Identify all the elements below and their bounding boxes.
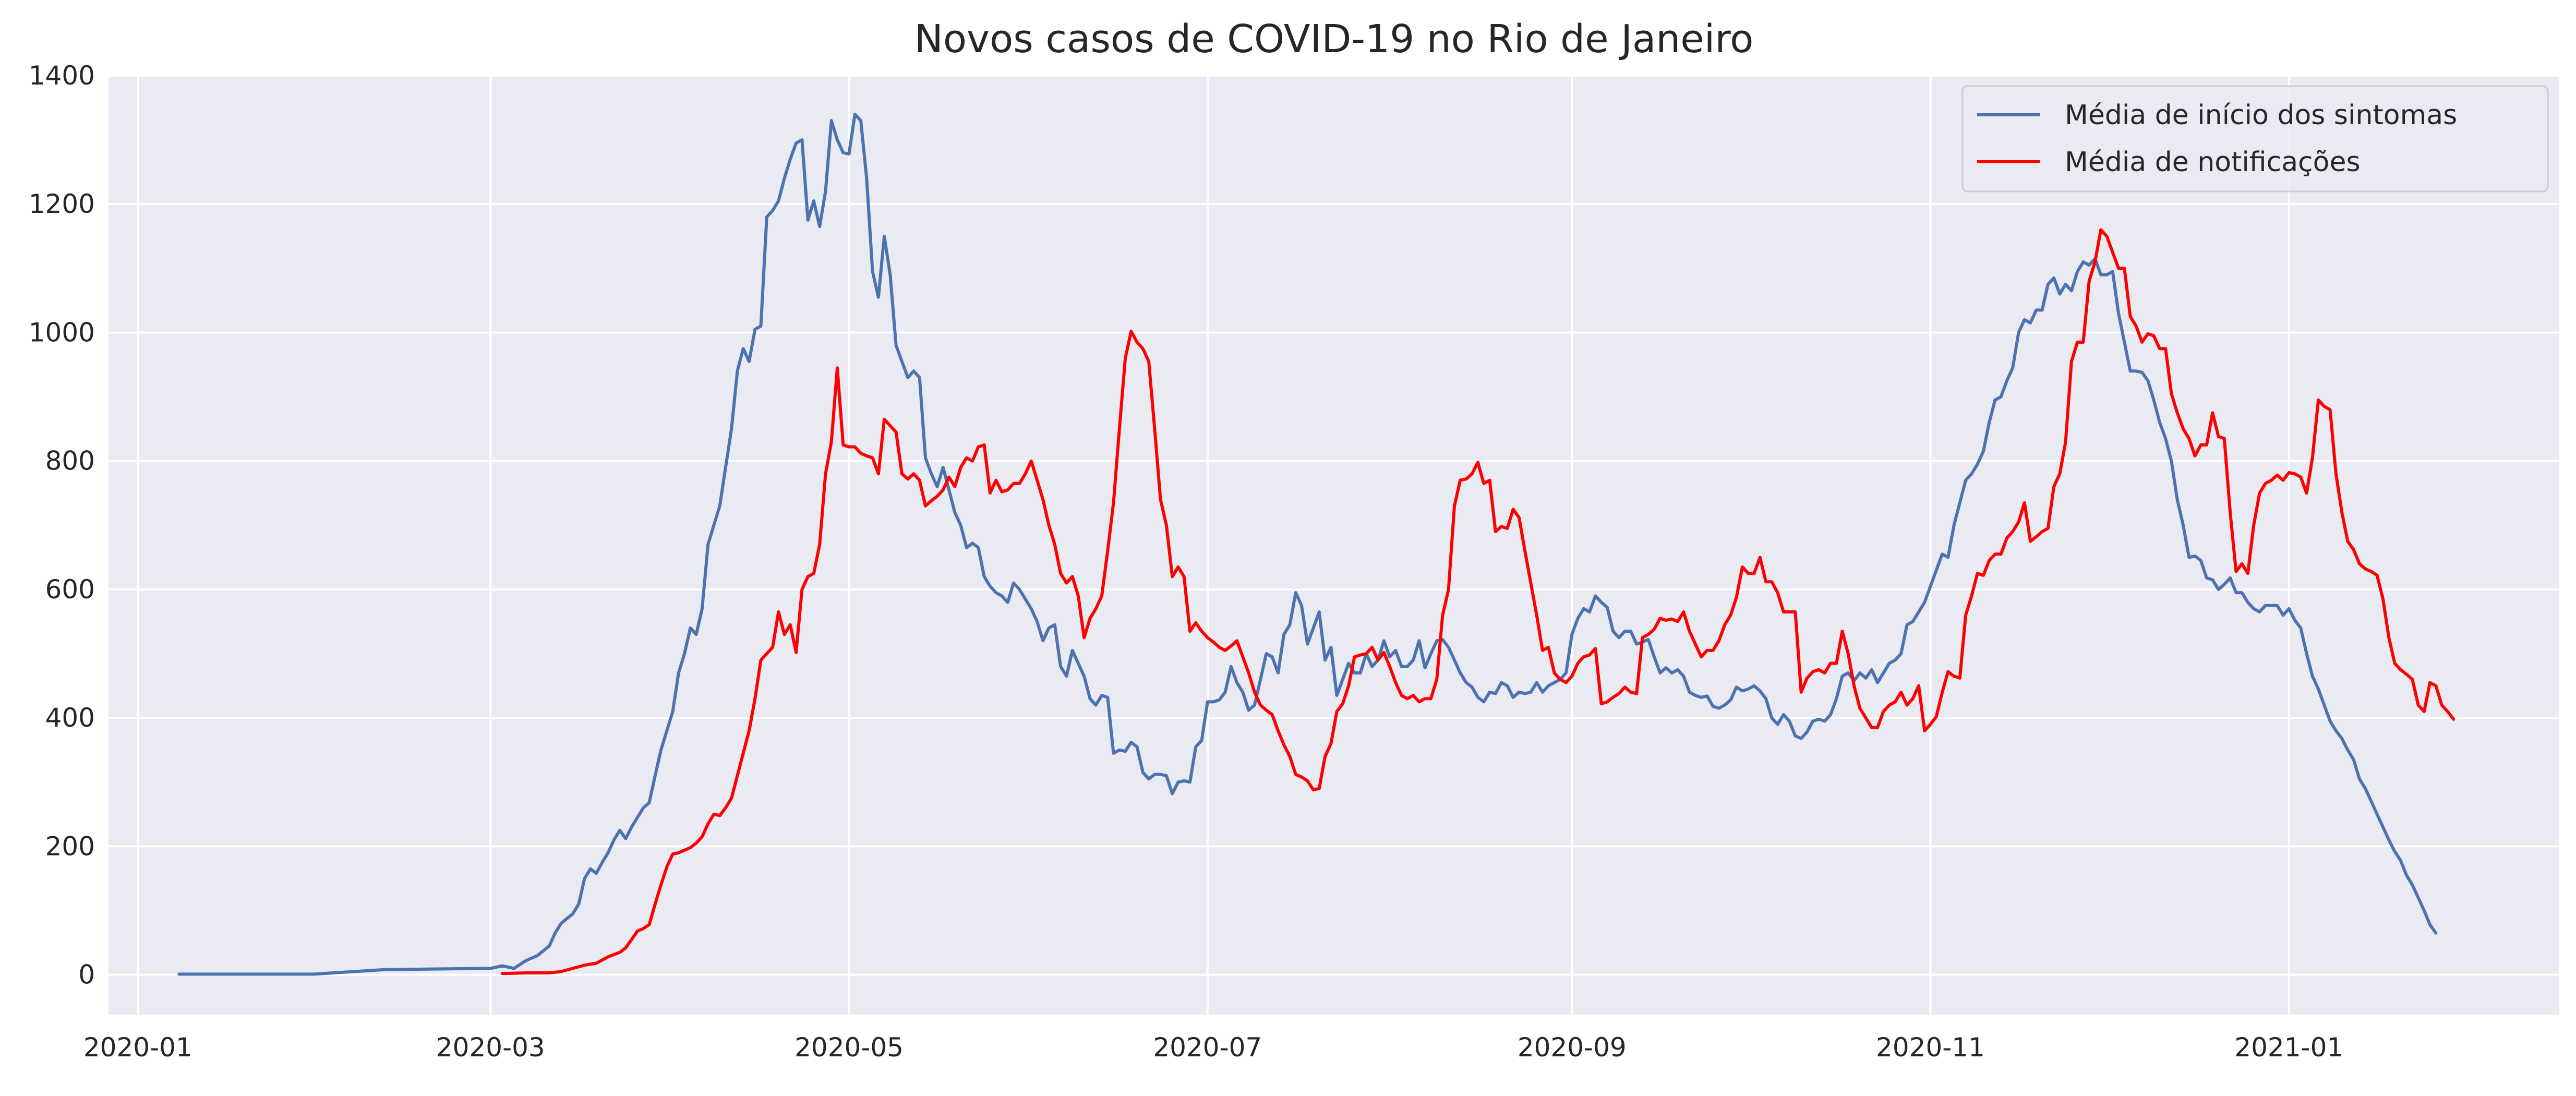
y-tick-label: 600	[45, 574, 95, 605]
plot-area	[109, 76, 2559, 1015]
series-lines	[177, 112, 2455, 976]
x-tick-label: 2021-01	[2234, 1032, 2343, 1063]
y-tick-label: 1000	[29, 317, 95, 347]
x-tick-label: 2020-01	[83, 1032, 192, 1063]
x-tick-label: 2020-11	[1876, 1032, 1985, 1063]
legend-label-symptoms: Média de início dos sintomas	[2065, 100, 2457, 131]
y-axis-ticks: 0 200 400 600 800 1000 1200 1400	[29, 61, 95, 990]
legend: Média de início dos sintomas Média de no…	[1961, 85, 2549, 192]
y-tick-label: 1400	[29, 61, 95, 91]
y-tick-label: 800	[45, 446, 95, 476]
legend-label-notifications: Média de notificações	[2065, 147, 2361, 178]
x-tick-label: 2020-05	[795, 1032, 904, 1063]
y-tick-label: 1200	[29, 189, 95, 219]
x-axis-ticks: 2020-01 2020-03 2020-05 2020-07 2020-09 2020-…	[83, 1032, 2343, 1063]
series-line-symptoms	[177, 112, 2438, 976]
chart-title: Novos casos de COVID-19 no Rio de Janeir…	[914, 17, 1754, 62]
x-tick-label: 2020-03	[436, 1032, 545, 1063]
legend-box	[1961, 85, 2549, 192]
y-tick-label: 0	[78, 960, 95, 990]
grid-lines	[109, 75, 2559, 1015]
x-tick-label: 2020-07	[1153, 1032, 1262, 1063]
y-tick-label: 400	[45, 703, 95, 733]
x-tick-label: 2020-09	[1518, 1032, 1627, 1063]
series-line-notifications	[500, 228, 2455, 975]
y-tick-label: 200	[45, 831, 95, 861]
